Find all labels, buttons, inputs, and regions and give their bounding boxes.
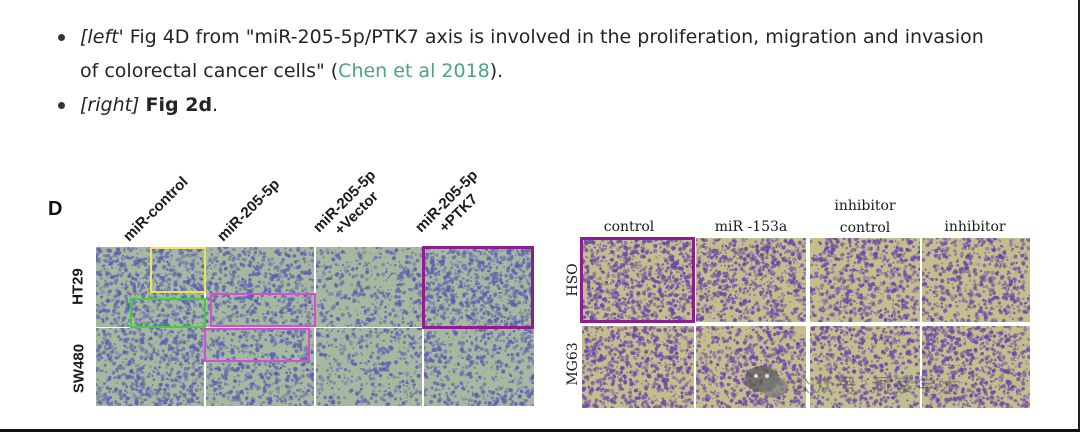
right-tail: .	[212, 94, 219, 116]
page-frame-bottom	[0, 429, 1080, 432]
right-cell-r1-c3	[810, 238, 920, 322]
green-highlight-box	[130, 298, 206, 328]
right-col-label-4: inhibitor	[944, 219, 1006, 235]
left-col-label-1: miR-control	[119, 173, 192, 245]
watermark-text: 公众号·洞察学术	[792, 375, 964, 397]
right-cell-r1-c2	[696, 238, 806, 322]
bullet-list: [left' Fig 4D from "miR-205-5p/PTK7 axis…	[54, 20, 1004, 122]
wechat-icon	[745, 366, 787, 398]
magenta-highlight-box-1	[210, 293, 316, 327]
right-col-label-3: inhibitor control	[834, 198, 896, 236]
left-cell-r2-c3	[316, 328, 422, 406]
right-cell-r2-c2	[696, 326, 806, 408]
left-col-label-4: miR-205-5p +PTK7	[411, 166, 482, 237]
right-col-label-2: miR -153a	[714, 219, 788, 235]
right-row-label-1: HSO	[565, 263, 581, 297]
yellow-highlight-box	[150, 247, 206, 293]
left-cell-r1-c2	[206, 247, 314, 327]
page-frame-right	[1078, 0, 1080, 432]
left-cell-r2-c4	[424, 328, 534, 406]
left-cell-r2-c1	[96, 328, 204, 406]
right-row-label-2: MG63	[565, 342, 581, 386]
left-tag: [left'	[80, 26, 124, 48]
left-cell-r1-c3	[316, 247, 422, 327]
right-cell-r2-c3	[810, 326, 920, 408]
magenta-highlight-box-2	[204, 328, 310, 362]
right-fig-ref: Fig 2d	[145, 94, 213, 116]
left-cell-r1-c1	[96, 247, 204, 327]
left-row-label-1: HT29	[69, 268, 87, 305]
left-cell-r2-c2	[206, 328, 314, 406]
left-description-end: ).	[489, 60, 504, 82]
citation-link[interactable]: Chen et al 2018	[338, 60, 490, 82]
right-cell-r1-c4	[922, 238, 1030, 322]
purple-highlight-box-left	[422, 246, 534, 329]
right-tag: [right]	[80, 94, 140, 116]
purple-highlight-box-right	[580, 237, 695, 323]
left-row-label-2: SW480	[70, 343, 88, 394]
left-col-label-2: miR-205-5p	[213, 175, 284, 245]
left-description: Fig 4D from "miR-205-5p/PTK7 axis is inv…	[80, 26, 984, 82]
right-cell-r2-c1	[582, 326, 694, 408]
bullet-item-right: [right] Fig 2d.	[54, 88, 1004, 122]
bullet-item-left: [left' Fig 4D from "miR-205-5p/PTK7 axis…	[54, 20, 1004, 88]
panel-letter: D	[48, 198, 63, 220]
left-col-label-3: miR-205-5p +Vector	[309, 166, 382, 239]
right-cell-r2-c4	[922, 326, 1030, 408]
right-col-label-1: control	[603, 219, 655, 235]
